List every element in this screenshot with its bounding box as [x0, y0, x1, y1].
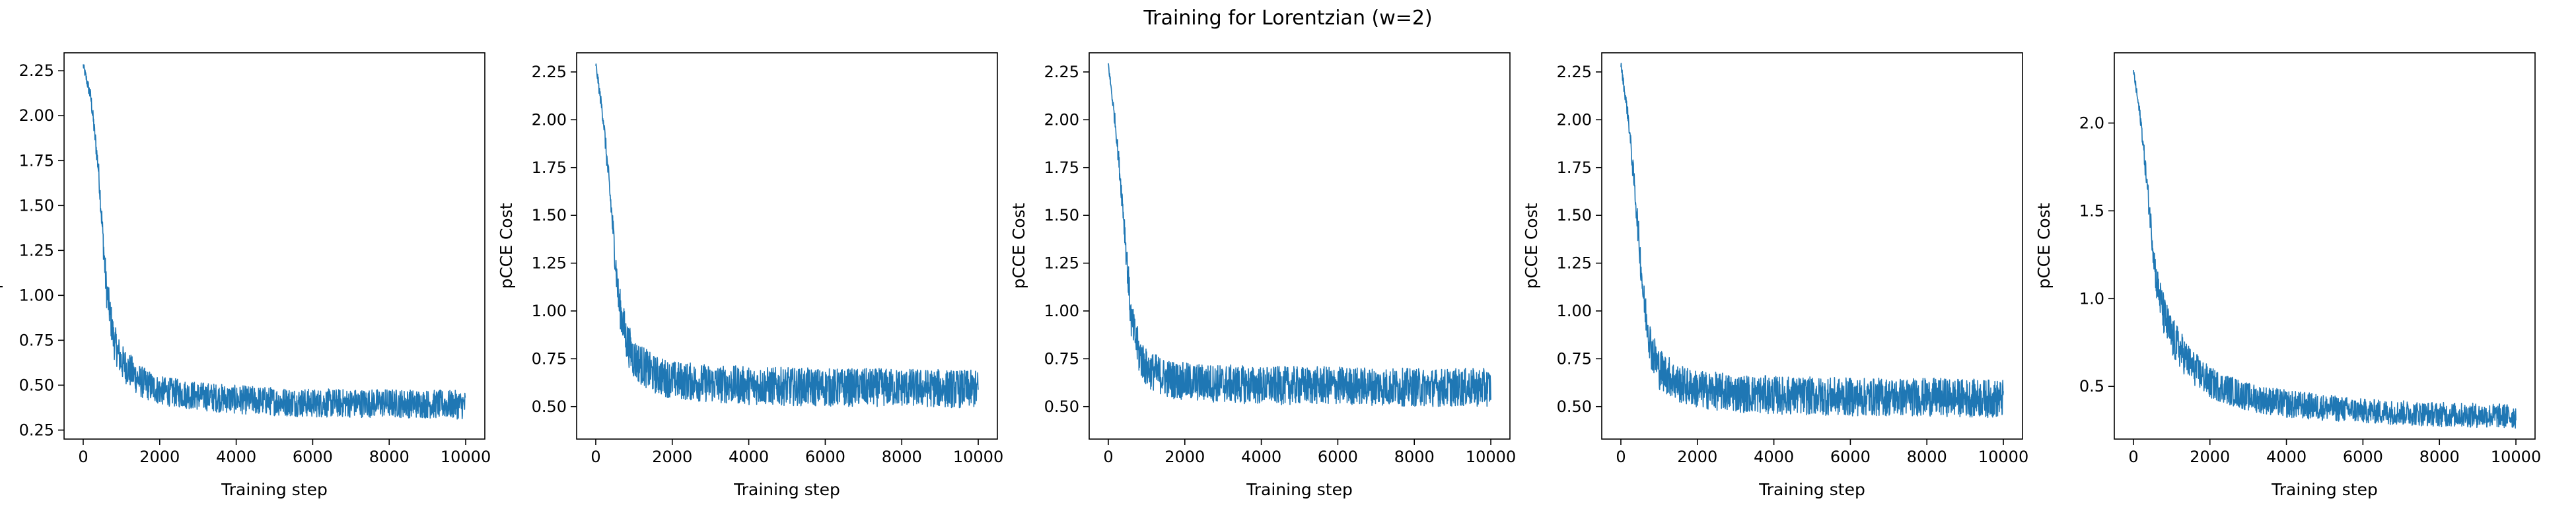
- x-tick-label: 6000: [293, 448, 333, 466]
- x-axis-label: Training step: [733, 480, 840, 499]
- x-tick-label: 8000: [369, 448, 410, 466]
- y-axis-label: pCCE Cost: [0, 203, 3, 289]
- y-tick-label: 2.00: [1044, 110, 1079, 129]
- x-tick-label: 10000: [1466, 448, 1516, 466]
- series-line: [595, 63, 979, 409]
- y-axis-label: pCCE Cost: [2034, 203, 2054, 289]
- x-tick-label: 10000: [1978, 448, 2028, 466]
- x-axis-label: Training step: [2271, 480, 2378, 499]
- x-tick-label: 0: [590, 448, 600, 466]
- series-line: [83, 64, 466, 420]
- chart-panel-1: 0 2000 4000 6000 8000 10000 0.25 0.50 0.75 1.00 1.…: [0, 52, 491, 499]
- y-tick-label: 1.00: [1044, 302, 1079, 320]
- x-tick-label: 10000: [2491, 448, 2541, 466]
- y-tick-label: 1.75: [1044, 158, 1079, 177]
- plot-frame: [1089, 52, 1511, 440]
- y-tick-label: 1.50: [1557, 206, 1592, 224]
- y-tick-label: 1.50: [1044, 206, 1079, 224]
- plot-frame: [576, 52, 998, 440]
- plot-frame: [2114, 52, 2536, 440]
- x-tick-label: 4000: [1241, 448, 1281, 466]
- y-tick-label: 2.00: [19, 106, 54, 125]
- x-tick-label: 0: [1616, 448, 1626, 466]
- y-tick-label: 1.50: [19, 196, 54, 215]
- x-tick-label: 4000: [216, 448, 256, 466]
- x-tick-label: 0: [78, 448, 88, 466]
- y-axis-label: pCCE Cost: [1009, 203, 1028, 289]
- x-tick-label: 2000: [1164, 448, 1205, 466]
- x-tick-label: 8000: [1907, 448, 1947, 466]
- x-tick-label: 6000: [2343, 448, 2383, 466]
- y-tick-label: 1.25: [1557, 254, 1592, 273]
- y-tick-label: 2.25: [1557, 63, 1592, 81]
- y-tick-label: 1.00: [532, 302, 567, 320]
- x-tick-label: 10000: [953, 448, 1003, 466]
- y-tick-label: 0.75: [1044, 349, 1079, 368]
- chart-panel-3: 0 2000 4000 6000 8000 10000 0.50 0.75 1.00 1.25 1.…: [1009, 52, 1516, 499]
- x-tick-label: 0: [1103, 448, 1113, 466]
- figure-title: Training for Lorentzian (w=2): [1143, 7, 1433, 30]
- y-tick-label: 1.50: [532, 206, 567, 224]
- y-tick-label: 2.25: [1044, 63, 1079, 81]
- y-tick-label: 1.25: [19, 241, 54, 259]
- y-tick-label: 1.00: [19, 286, 54, 304]
- x-tick-label: 0: [2128, 448, 2138, 466]
- y-axis-label: pCCE Cost: [1522, 203, 1541, 289]
- y-tick-label: 0.75: [532, 349, 567, 368]
- y-tick-label: 0.50: [532, 397, 567, 416]
- y-tick-label: 0.75: [19, 331, 54, 349]
- y-tick-label: 2.25: [19, 61, 54, 80]
- x-tick-label: 4000: [729, 448, 769, 466]
- y-tick-label: 1.00: [1557, 302, 1592, 320]
- series-line: [2133, 69, 2517, 429]
- x-tick-label: 8000: [882, 448, 922, 466]
- x-tick-label: 2000: [1677, 448, 1717, 466]
- y-tick-label: 2.25: [532, 63, 567, 81]
- x-axis-label: Training step: [1758, 480, 1865, 499]
- x-tick-label: 4000: [2266, 448, 2307, 466]
- y-tick-label: 1.75: [19, 151, 54, 170]
- y-tick-label: 0.50: [1044, 397, 1079, 416]
- x-tick-label: 8000: [2419, 448, 2460, 466]
- y-tick-label: 1.75: [532, 158, 567, 177]
- y-tick-label: 0.50: [1557, 397, 1592, 416]
- y-axis-label: pCCE Cost: [497, 203, 516, 289]
- x-tick-label: 8000: [1394, 448, 1435, 466]
- x-axis-label: Training step: [221, 480, 328, 499]
- y-tick-label: 1.0: [2079, 289, 2104, 308]
- y-tick-label: 1.5: [2079, 201, 2104, 220]
- chart-panel-2: 0 2000 4000 6000 8000 10000 0.50 0.75 1.00 1.25 1.…: [497, 52, 1003, 499]
- chart-panel-4: 0 2000 4000 6000 8000 10000 0.50 0.75 1.00 1.25 1.…: [1522, 52, 2028, 499]
- plot-frame: [63, 52, 485, 440]
- plot-frame: [1601, 52, 2023, 440]
- x-tick-label: 4000: [1754, 448, 1794, 466]
- y-tick-label: 0.5: [2079, 377, 2104, 395]
- y-tick-label: 1.25: [532, 254, 567, 273]
- x-tick-label: 6000: [805, 448, 845, 466]
- x-tick-label: 2000: [652, 448, 692, 466]
- chart-panel-5: 0 2000 4000 6000 8000 10000 0.5 1.0 1.5 2.0 Traini…: [2034, 52, 2541, 499]
- y-tick-label: 1.25: [1044, 254, 1079, 273]
- y-tick-label: 0.50: [19, 376, 54, 394]
- y-tick-label: 2.00: [532, 110, 567, 129]
- series-line: [1108, 63, 1491, 407]
- x-tick-label: 2000: [139, 448, 180, 466]
- x-tick-label: 6000: [1830, 448, 1871, 466]
- x-axis-label: Training step: [1246, 480, 1353, 499]
- y-tick-label: 0.75: [1557, 349, 1592, 368]
- y-tick-label: 1.75: [1557, 158, 1592, 177]
- x-tick-label: 6000: [1318, 448, 1358, 466]
- x-tick-label: 2000: [2190, 448, 2230, 466]
- series-line: [1620, 63, 2004, 419]
- y-tick-label: 2.0: [2079, 114, 2104, 132]
- y-tick-label: 0.25: [19, 421, 54, 439]
- x-tick-label: 10000: [441, 448, 491, 466]
- y-tick-label: 2.00: [1557, 110, 1592, 129]
